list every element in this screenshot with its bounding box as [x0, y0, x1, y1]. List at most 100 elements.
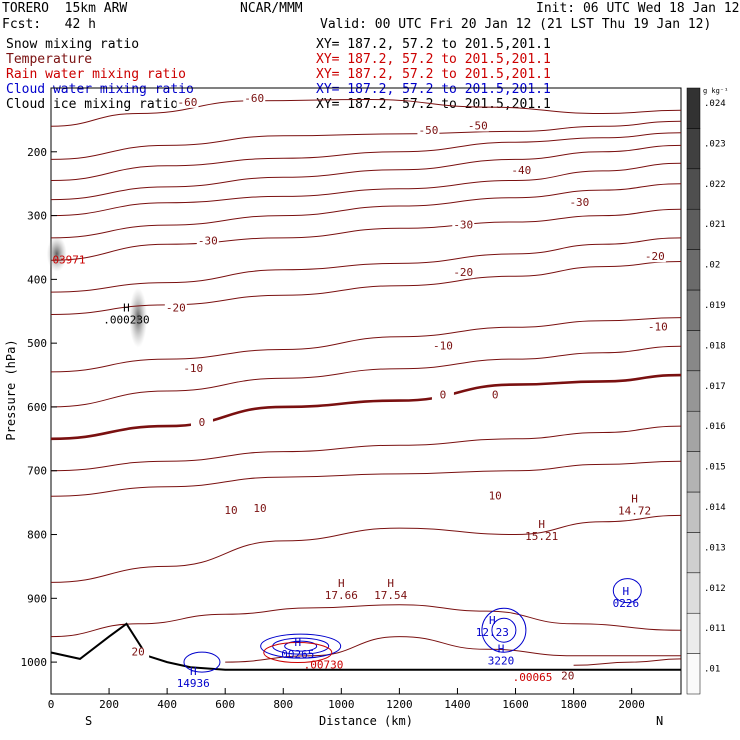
contour-label-bg-6 [452, 220, 475, 231]
isotherm--45 [50, 132, 682, 181]
init-time: Init: 06 UTC Wed 18 Jan 12 [536, 1, 740, 16]
colorbar-unit: g kg⁻¹ [703, 87, 728, 95]
colorbar-swatch-8 [686, 330, 701, 372]
ice-mixing-blob [46, 235, 67, 272]
cloud-contour-7 [183, 651, 221, 673]
legend-temperature-xy: XY= 187.2, 57.2 to 201.5,201.1 [316, 52, 551, 67]
colorbar-tick-7: .017 [704, 382, 726, 392]
plot-frame [50, 87, 682, 695]
colorbar-swatch-0 [686, 653, 701, 695]
legend-cloudwater-name: Cloud water mixing ratio [6, 82, 194, 97]
legend-snow-name: Snow mixing ratio [6, 37, 140, 52]
max-marker-8: H [190, 665, 197, 678]
isotherm--40 [50, 144, 682, 201]
forecast-hour: Fcst: 42 h [2, 17, 96, 32]
contour-label-bg-20 [127, 647, 150, 658]
y-tick-label-700: 700 [27, 465, 47, 478]
north-label: N [656, 714, 663, 728]
max-marker-2: H [387, 577, 394, 590]
max-value-1: 17.66 [325, 589, 358, 602]
colorbar-swatch-2 [686, 572, 701, 614]
contour-label-8: -20 [645, 250, 665, 263]
colorbar-tick-11: .021 [704, 220, 726, 230]
contour-label-5: -30 [569, 196, 589, 209]
colorbar-swatch-9 [686, 289, 701, 331]
y-tick-label-600: 600 [27, 401, 47, 414]
max-value-7: 0226 [613, 597, 640, 610]
contour-label-bg-14 [431, 390, 454, 401]
contour-label-18: 10 [224, 504, 237, 517]
max-value-3: 15.21 [525, 530, 558, 543]
legend-snow-xy: XY= 187.2, 57.2 to 201.5,201.1 [316, 37, 551, 52]
max-marker-7: H [623, 585, 630, 598]
legend-cloudice-xy: XY= 187.2, 57.2 to 201.5,201.1 [316, 97, 551, 112]
x-tick-label-1600: 1600 [502, 698, 529, 711]
isotherm--35 [50, 162, 682, 217]
legend-cloudice-name: Cloud ice mixing ratio [6, 97, 179, 112]
max-marker-9: H [294, 636, 301, 649]
colorbar-swatch-13 [686, 128, 701, 170]
cloud-contour-3 [263, 642, 333, 664]
max-value-5: 12.23 [476, 626, 509, 639]
x-tick-label-200: 200 [99, 698, 119, 711]
isotherm-5 [50, 425, 682, 472]
x-tick-label-0: 0 [48, 698, 55, 711]
isotherm--5 [50, 345, 682, 408]
cloud-contour-5 [491, 617, 517, 643]
x-tick-label-800: 800 [273, 698, 293, 711]
contour-label-bg-9 [452, 268, 475, 279]
contour-label-0: -60 [178, 96, 198, 109]
contour-label-2: -50 [418, 124, 438, 137]
contour-label-1: -60 [244, 92, 264, 105]
legend-rain-name: Rain water mixing ratio [6, 67, 187, 82]
x-tick-label-2000: 2000 [618, 698, 645, 711]
x-tick-label-1400: 1400 [444, 698, 471, 711]
contour-label-bg-21 [556, 671, 579, 682]
isotherm--25 [50, 208, 682, 261]
contour-label-bg-11 [646, 322, 669, 333]
contour-label-10: -20 [166, 301, 186, 314]
contour-label-20: 20 [131, 646, 144, 659]
contour-label-3: -50 [468, 119, 488, 132]
contour-label-19: 10 [253, 502, 266, 515]
y-tick-label-900: 900 [27, 592, 47, 605]
isotherm--10 [50, 317, 682, 373]
colorbar-tick-4: .014 [704, 503, 726, 513]
contour-label-bg-7 [196, 236, 219, 247]
cloud-contour-2 [284, 640, 318, 652]
contour-label-bg-3 [466, 121, 489, 132]
contour-label-bg-16 [190, 418, 213, 429]
contour-label-bg-13 [182, 363, 205, 374]
colorbar-swatch-3 [686, 532, 701, 574]
legend-cloudwater-xy: XY= 187.2, 57.2 to 201.5,201.1 [316, 82, 551, 97]
contour-label-13: -10 [183, 362, 203, 375]
colorbar-tick-8: .018 [704, 341, 726, 351]
colorbar-tick-13: .023 [704, 139, 726, 149]
x-tick-label-1200: 1200 [386, 698, 413, 711]
south-label: S [85, 714, 92, 728]
colorbar-tick-1: .011 [704, 624, 726, 634]
contour-label-bg-12 [431, 341, 454, 352]
x-tick-label-1000: 1000 [328, 698, 355, 711]
contour-label-bg-5 [568, 198, 591, 209]
colorbar-swatch-10 [686, 249, 701, 291]
colorbar-tick-5: .015 [704, 463, 726, 473]
isotherm-10 [50, 460, 682, 497]
y-tick-label-300: 300 [27, 210, 47, 223]
valid-time: Valid: 00 UTC Fri 20 Jan 12 (21 LST Thu … [320, 17, 712, 32]
x-tick-label-1800: 1800 [560, 698, 587, 711]
contour-label-4: -40 [511, 164, 531, 177]
contour-label-bg-19 [249, 504, 272, 515]
colorbar-tick-9: .019 [704, 301, 726, 311]
x-tick-label-600: 600 [215, 698, 235, 711]
contour-label-15: 0 [492, 389, 499, 402]
contour-label-bg-2 [417, 125, 440, 136]
max-marker-0: H [123, 301, 130, 314]
isotherm-25 [225, 636, 681, 663]
field-value-0: 03971 [52, 253, 85, 266]
isotherm-15 [50, 514, 682, 583]
isotherm-20 [50, 604, 682, 638]
contour-label-6: -30 [453, 218, 473, 231]
max-marker-1: H [338, 577, 345, 590]
